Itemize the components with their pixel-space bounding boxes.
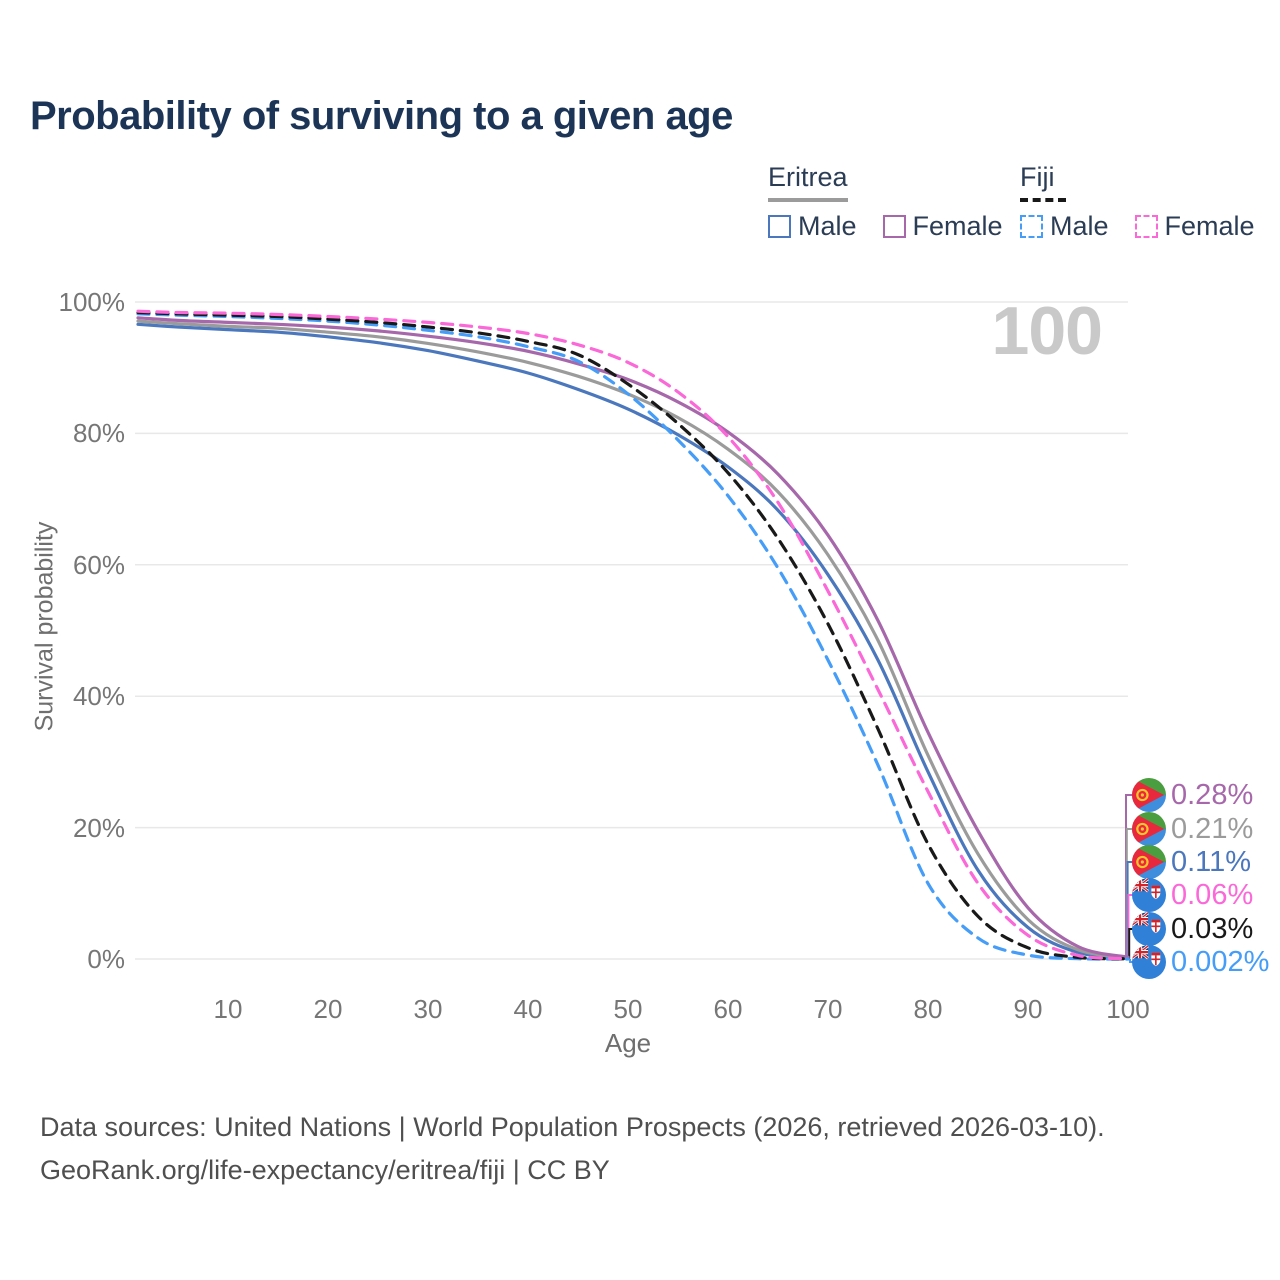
end-value: 0.21% — [1171, 812, 1254, 845]
eritrea-flag-icon — [1132, 845, 1166, 879]
legend-item-label: Male — [798, 211, 857, 241]
x-tick-label: 70 — [813, 994, 843, 1024]
fiji-flag-icon — [1132, 912, 1166, 946]
y-tick-label: 20% — [72, 812, 125, 843]
x-tick-label: 20 — [313, 994, 343, 1024]
fiji-flag-icon — [1132, 945, 1166, 979]
legend-swatch-eritrea-female — [882, 215, 906, 238]
x-tick-label: 60 — [713, 994, 743, 1024]
series-end-label-eritrea-female[interactable]: 0.28% — [1132, 778, 1253, 812]
footer: Data sources: United Nations | World Pop… — [40, 1106, 1105, 1192]
legend-swatch-fiji-female — [1134, 215, 1158, 238]
legend-item-fiji-male[interactable]: Male — [1020, 211, 1109, 242]
end-value: 0.11% — [1171, 845, 1252, 878]
eritrea-flag-icon — [1132, 812, 1166, 846]
legend-underline-eritrea — [768, 198, 848, 202]
fiji-flag-icon — [1132, 878, 1166, 912]
year-watermark: 100 — [991, 293, 1103, 369]
y-tick-label: 80% — [72, 418, 125, 449]
legend-swatch-fiji-male — [1020, 215, 1043, 238]
series-end-label-eritrea[interactable]: 0.21% — [1132, 812, 1253, 846]
page-title: Probability of surviving to a given age — [30, 94, 733, 138]
end-value: 0.03% — [1171, 912, 1254, 945]
legend-item-eritrea-male[interactable]: Male — [768, 211, 857, 242]
legend-item-eritrea-female[interactable]: Female — [882, 211, 1003, 242]
series-line-eritrea[interactable] — [136, 319, 1130, 960]
footer-datasource: Data sources: United Nations | World Pop… — [40, 1112, 1105, 1142]
y-tick-label: 60% — [72, 549, 125, 580]
legend-underline-fiji — [1020, 198, 1066, 202]
end-value: 0.28% — [1171, 778, 1254, 811]
end-value: 0.002% — [1171, 945, 1270, 978]
x-tick-label: 40 — [513, 994, 543, 1024]
series-line-fiji[interactable] — [136, 310, 1130, 961]
legend-item-label: Male — [1050, 211, 1109, 241]
legend-item-label: Female — [1164, 211, 1255, 241]
y-tick-label: 0% — [87, 944, 125, 974]
series-line-fiji-male[interactable] — [136, 312, 1130, 961]
y-axis-title: Survival probability — [30, 521, 59, 732]
legend-country-eritrea[interactable]: Eritrea — [768, 162, 848, 192]
series-line-fiji-female[interactable] — [136, 309, 1130, 961]
series-end-label-fiji[interactable]: 0.03% — [1132, 912, 1253, 946]
legend-country-fiji[interactable]: Fiji — [1020, 162, 1055, 192]
footer-link[interactable]: GeoRank.org/life-expectancy/eritrea/fiji… — [40, 1155, 610, 1185]
x-tick-label: 50 — [613, 994, 643, 1024]
legend-group-eritrea: Eritrea Male Female — [768, 162, 1003, 242]
legend-swatch-eritrea-male — [768, 215, 791, 238]
legend-group-fiji: Fiji Male Female — [1020, 162, 1255, 242]
x-tick-label: 30 — [413, 994, 443, 1024]
x-tick-label: 100 — [1106, 994, 1150, 1024]
legend-item-label: Female — [912, 211, 1003, 241]
series-end-label-fiji-male[interactable]: 0.002% — [1132, 945, 1269, 979]
x-tick-label: 80 — [913, 994, 943, 1024]
series-end-label-eritrea-male[interactable]: 0.11% — [1132, 845, 1251, 879]
series-end-label-fiji-female[interactable]: 0.06% — [1132, 878, 1253, 912]
series-line-eritrea-male[interactable] — [136, 322, 1130, 960]
end-value: 0.06% — [1171, 878, 1254, 911]
eritrea-flag-icon — [1132, 778, 1166, 812]
x-tick-label: 90 — [1013, 994, 1043, 1024]
series-line-eritrea-female[interactable] — [136, 316, 1130, 959]
legend-item-fiji-female[interactable]: Female — [1134, 211, 1255, 242]
x-tick-label: 10 — [213, 994, 243, 1024]
y-tick-label: 100% — [58, 287, 126, 317]
x-axis-title: Age — [604, 1028, 652, 1058]
y-tick-label: 40% — [72, 681, 125, 712]
